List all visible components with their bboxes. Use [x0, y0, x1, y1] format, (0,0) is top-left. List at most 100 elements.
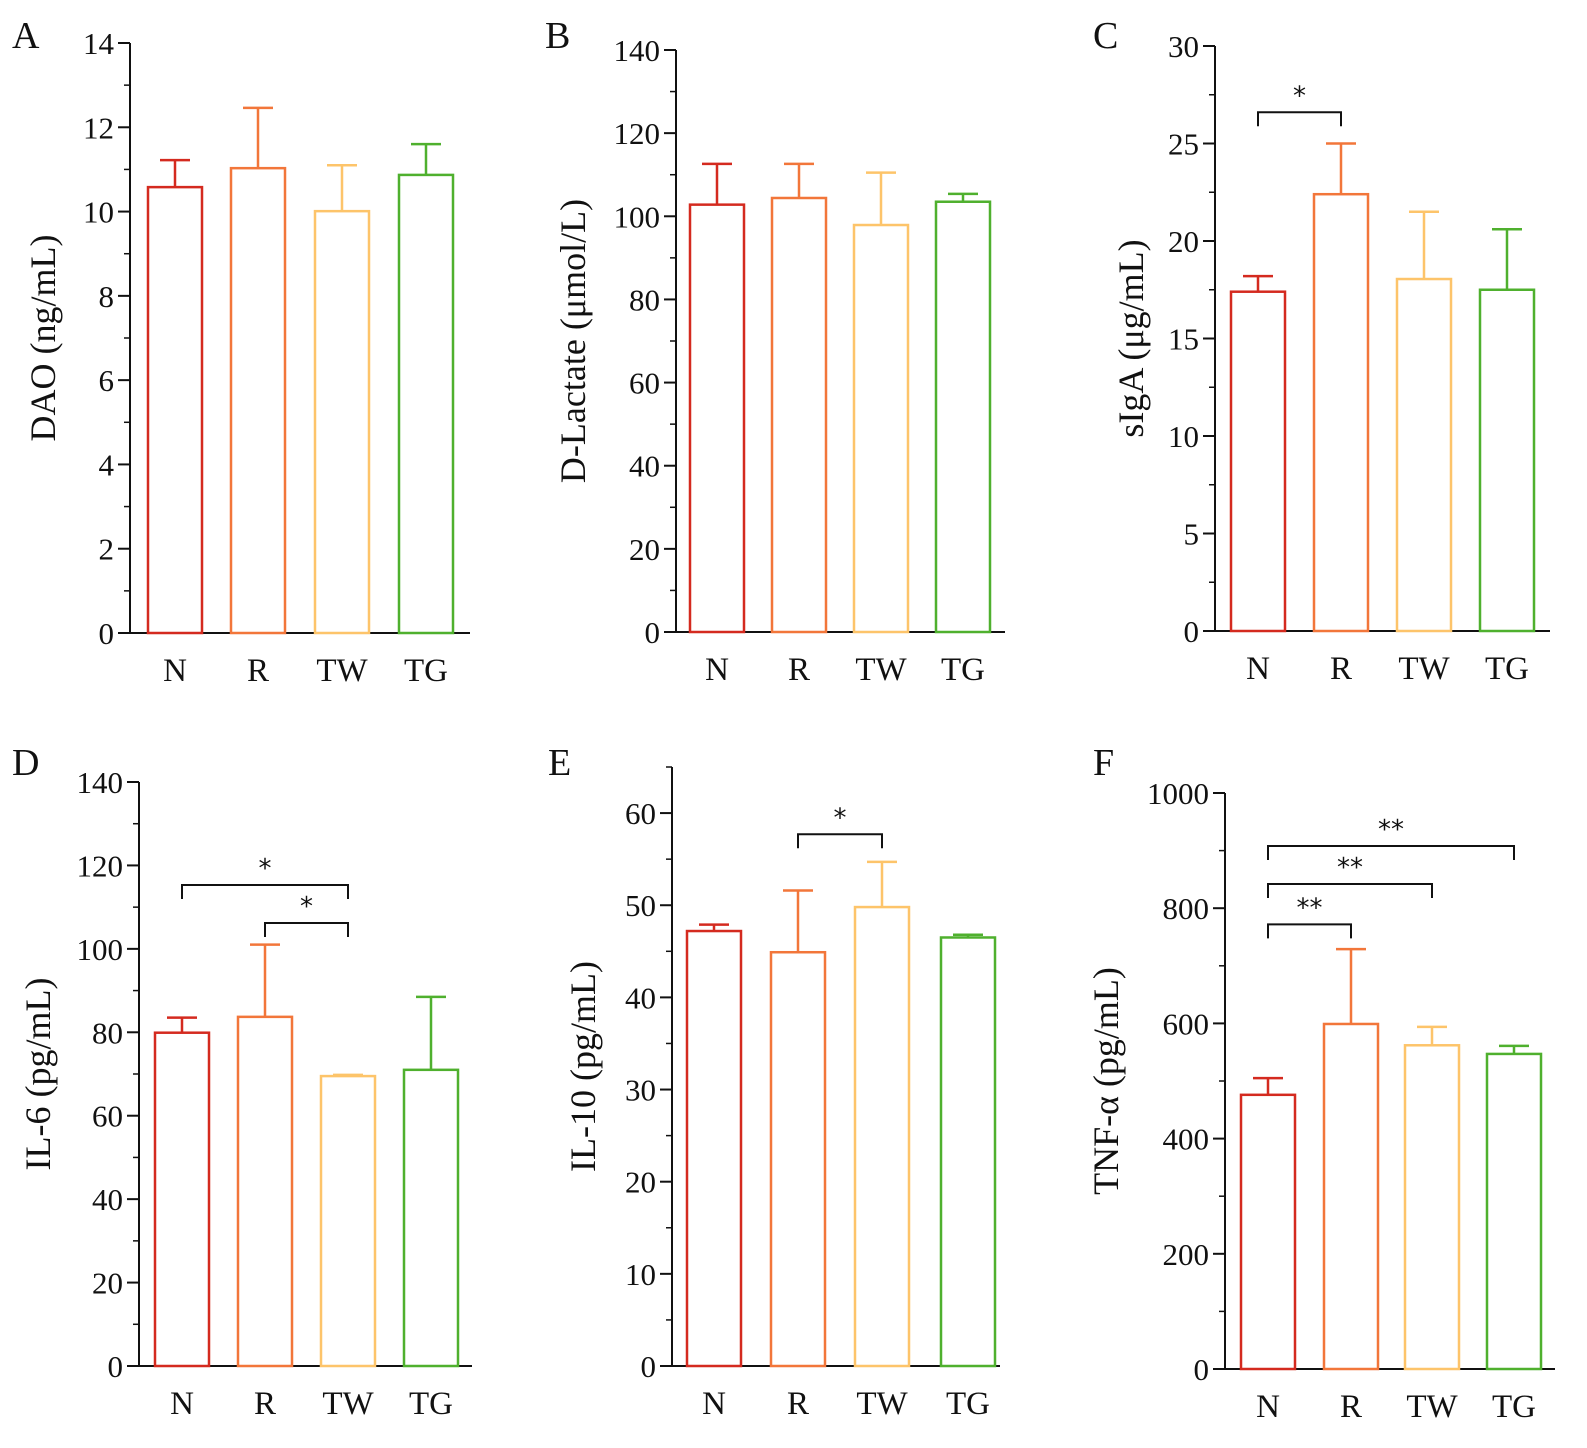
bar-tg	[1485, 1052, 1543, 1371]
x-tick-label: TG	[404, 653, 448, 689]
significance-bracket	[1267, 844, 1515, 860]
y-tick-label: 25	[1168, 127, 1199, 162]
x-tick-label: R	[1330, 651, 1352, 687]
panel-label: C	[1093, 15, 1118, 57]
x-tick-label: N	[705, 652, 729, 688]
bar-tw	[313, 209, 371, 635]
y-tick-label: 4	[99, 447, 115, 482]
y-tick-label: 40	[92, 1182, 123, 1217]
y-tick-label: 400	[1163, 1122, 1210, 1157]
bar-r	[770, 196, 828, 634]
y-tick-label: 60	[625, 796, 656, 831]
y-tick-label: 0	[99, 616, 115, 651]
bar-tw	[319, 1074, 377, 1368]
bar-tw	[852, 223, 910, 634]
y-tick-label: 6	[99, 363, 115, 398]
bar-tw	[853, 905, 911, 1368]
significance-bracket	[264, 921, 349, 937]
x-tick-label: N	[702, 1386, 726, 1422]
bar-n	[1239, 1093, 1297, 1371]
y-tick-label: 0	[1194, 1352, 1210, 1387]
panel-f: F 0 200 400 600 800 1000 TNF-α (pg/mL) N R TW TG ** *…	[1086, 742, 1555, 1425]
y-tick-label: 40	[625, 980, 656, 1015]
y-tick-label: 60	[629, 366, 660, 401]
y-tick-label: 0	[1184, 614, 1200, 649]
panel-label: E	[548, 742, 571, 784]
y-axis-label: TNF-α (pg/mL)	[1086, 967, 1126, 1195]
bar-tg	[397, 173, 455, 635]
y-tick-label: 30	[1168, 29, 1199, 64]
x-tick-label: TG	[409, 1386, 453, 1422]
y-tick-label: 600	[1163, 1006, 1210, 1041]
x-tick-label: TW	[1398, 651, 1450, 687]
y-tick-label: 140	[614, 33, 661, 68]
significance-label: *	[300, 892, 313, 922]
significance-label: *	[259, 854, 272, 884]
panel-e: E 0 10 20 30 40 50 60 IL-10 (pg/mL) N R TW TG *	[548, 742, 1000, 1422]
x-tick-label: TW	[856, 1386, 908, 1422]
x-tick-label: TG	[946, 1386, 990, 1422]
panel-label: D	[12, 742, 39, 784]
bar-n	[153, 1031, 211, 1368]
significance-bracket	[181, 884, 349, 900]
y-tick-label: 80	[629, 282, 660, 317]
y-tick-label: 5	[1184, 517, 1200, 552]
y-tick-label: 40	[629, 449, 660, 484]
x-tick-label: TG	[1485, 651, 1529, 687]
y-tick-label: 0	[645, 615, 661, 650]
y-axis-label: D-Lactate (μmol/L)	[553, 199, 593, 483]
y-axis-label: sIgA (μg/mL)	[1111, 239, 1151, 437]
y-tick-label: 1000	[1147, 776, 1209, 811]
y-tick-label: 20	[92, 1266, 123, 1301]
y-tick-label: 8	[99, 279, 115, 314]
bar-tg	[402, 1068, 460, 1368]
bar-n	[688, 203, 746, 634]
y-tick-label: 800	[1163, 891, 1210, 926]
significance-bracket	[797, 833, 883, 849]
y-tick-label: 60	[92, 1099, 123, 1134]
bar-n	[1229, 290, 1287, 633]
y-tick-label: 120	[614, 116, 661, 151]
bar-tg	[1478, 288, 1536, 633]
significance-bracket	[1267, 883, 1433, 899]
bar-r	[1322, 1022, 1380, 1371]
x-tick-label: R	[254, 1386, 276, 1422]
y-axis-label: DAO (ng/mL)	[23, 235, 63, 442]
y-tick-label: 0	[108, 1349, 124, 1384]
panel-d: D 0 20 40 60 80 100 120 140 IL-6 (pg/mL) N R TW TG * *	[12, 742, 472, 1422]
significance-label: **	[1378, 815, 1404, 845]
x-tick-label: N	[163, 653, 187, 689]
x-tick-label: R	[788, 652, 810, 688]
panel-c: C 0 5 10 15 20 25 30 sIgA (μg/mL) N R TW TG *	[1093, 15, 1550, 687]
y-tick-label: 0	[641, 1349, 657, 1384]
x-tick-label: N	[170, 1386, 194, 1422]
significance-bracket	[1267, 923, 1352, 939]
x-tick-label: TW	[1406, 1389, 1458, 1425]
y-tick-label: 80	[92, 1015, 123, 1050]
bar-r	[236, 1015, 294, 1368]
bar-tg	[934, 200, 992, 634]
y-tick-label: 14	[83, 26, 115, 61]
panel-label: F	[1093, 742, 1114, 784]
y-tick-label: 100	[614, 199, 661, 234]
y-tick-label: 20	[625, 1165, 656, 1200]
panel-a: A 0 2 4 6 8 10 12 14 DAO (ng/mL) N R TW TG	[12, 15, 470, 689]
bar-r	[229, 166, 287, 635]
y-tick-label: 10	[625, 1257, 656, 1292]
bar-tw	[1395, 277, 1453, 633]
bar-n	[146, 185, 204, 635]
y-tick-label: 120	[77, 848, 124, 883]
y-axis-label: IL-10 (pg/mL)	[563, 961, 603, 1172]
y-axis-label: IL-6 (pg/mL)	[18, 978, 58, 1171]
y-tick-label: 100	[77, 932, 124, 967]
bar-tw	[1403, 1044, 1461, 1371]
panel-label: A	[12, 15, 40, 57]
y-tick-label: 20	[629, 532, 660, 567]
x-tick-label: N	[1256, 1389, 1280, 1425]
x-tick-label: R	[1340, 1389, 1362, 1425]
x-tick-label: TW	[316, 653, 368, 689]
significance-bracket	[1257, 111, 1342, 127]
x-tick-label: N	[1246, 651, 1270, 687]
x-tick-label: TG	[1492, 1389, 1536, 1425]
